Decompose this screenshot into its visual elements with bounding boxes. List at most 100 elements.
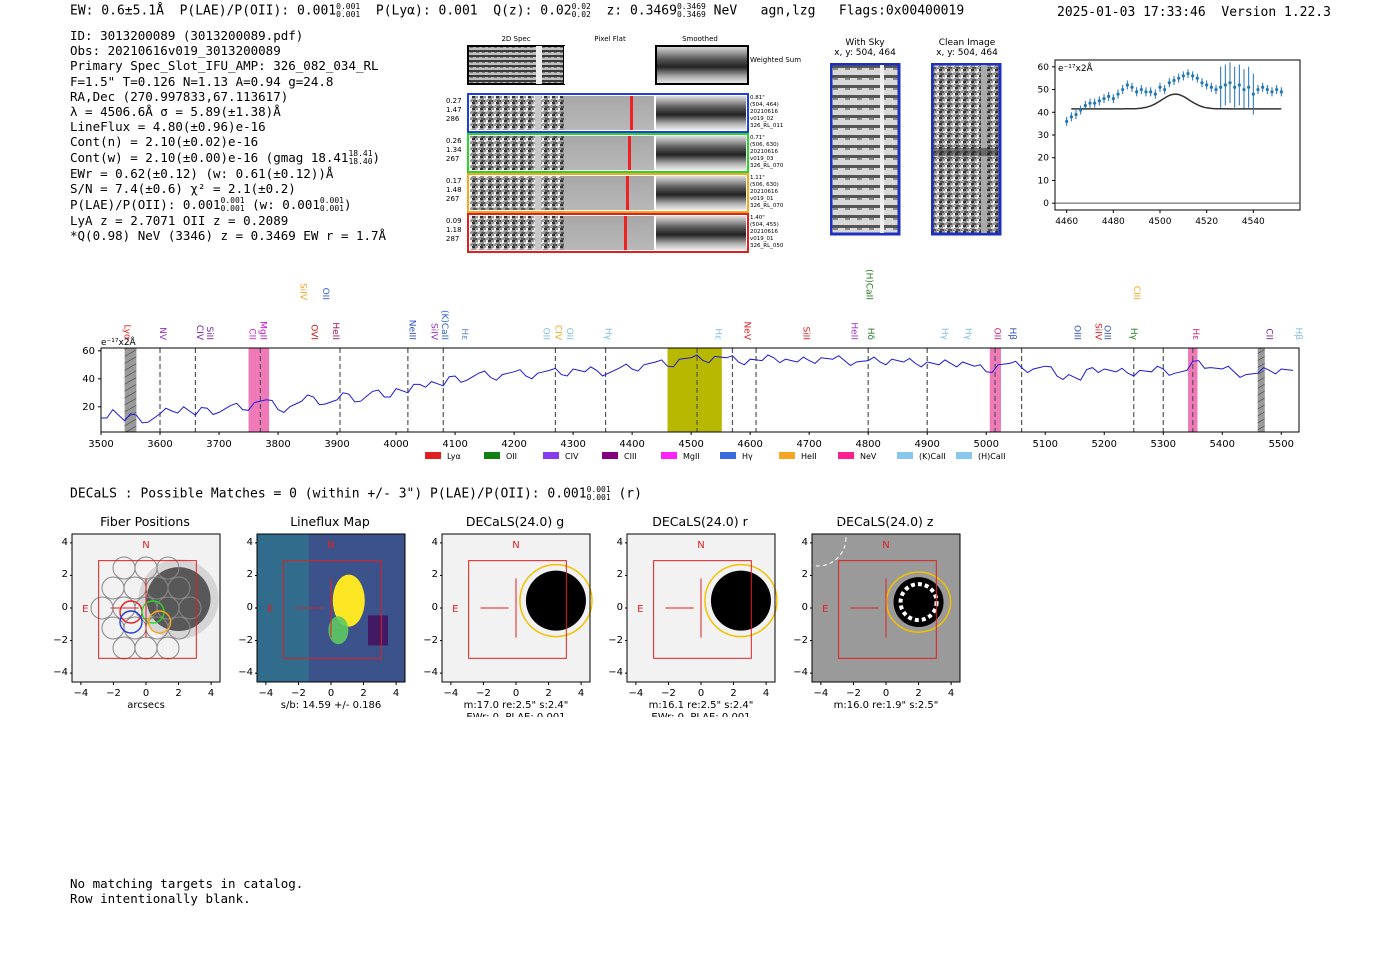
info-contw: Cont(w) = 2.10(±0.00)e-16 (gmag 18.4118.… (70, 149, 381, 167)
cutout-smooth-3 (656, 216, 746, 250)
zoom-unit-label: e⁻¹⁷x2Å (1058, 62, 1094, 74)
cutout-right-label-3-0: 1.40" (750, 215, 765, 221)
spectrum-line-label-4: CII (247, 328, 257, 340)
panel-2: DECaLS(24.0) g N E −4 −2 0 2 4 m:17.0 re:2.5" s:… (423, 512, 610, 723)
panel-east-0: E (82, 604, 88, 615)
zoom-fit-curve (1071, 93, 1282, 110)
cutout-col-title-smoothed: Smoothed (682, 35, 718, 43)
spectrum-line-label-26: OII (991, 328, 1001, 340)
fiber-highlight-2 (147, 610, 172, 634)
panel-ytick-0-4: −4 (53, 667, 68, 679)
legend-swatch-8 (897, 452, 913, 459)
cutout-smooth-0 (656, 96, 746, 130)
legend-swatch-0 (425, 452, 441, 459)
cutout-left-label-1-0: 0.26 (446, 137, 462, 145)
info-primary: Primary Spec_Slot_IFU_AMP: 326_082_034_R… (70, 58, 379, 74)
spectrum-line-label-23: Hδ (865, 328, 875, 341)
info-contn: Cont(n) = 2.10(±0.02)e-16 (70, 134, 259, 150)
panel-box-4 (838, 560, 937, 659)
legend-label-7: NeV (860, 452, 877, 461)
zoom-ytick-30: 30 (1038, 131, 1050, 141)
spectrum-xtick-4700: 4700 (796, 439, 821, 450)
cutout-right-label-3-2: 20210616 (750, 229, 778, 235)
zoom-point-21 (1163, 87, 1167, 92)
cutout-flat-2 (564, 176, 654, 210)
cutout-flat-marker-1 (628, 136, 631, 170)
spectrum-line-label-19: NeV (741, 322, 751, 341)
panel-box-3 (653, 560, 752, 659)
zoom-point-15 (1135, 90, 1139, 94)
zoom-point-33 (1219, 85, 1223, 89)
cutout-right-label-0-3: v019_02 (750, 116, 774, 122)
zoom-point-40 (1251, 92, 1255, 96)
spectrum-line-label-27: Hβ (1007, 327, 1017, 340)
spectrum-line-label-9: HeII (330, 322, 340, 340)
panel-ytick-3-4: −4 (608, 667, 623, 679)
header-tags: agn,lzg (760, 3, 816, 19)
cutout-row-frame-3 (467, 213, 749, 253)
legend-label-2: CIV (565, 452, 579, 461)
zoom-point-18 (1149, 90, 1153, 94)
spectrum-xtick-4100: 4100 (442, 439, 467, 450)
info-fibers: F=1.5" T=0.126 N=1.13 A=0.94 g=24.8 (70, 73, 334, 89)
spectrum-line-label-13: Hε (459, 328, 469, 340)
legend-label-5: Hγ (742, 452, 753, 461)
header-flags: Flags:0x00400019 (838, 3, 965, 19)
header-plya: P(Lyα): 0.001 (375, 3, 478, 19)
spectrum-line-label-5: MgII (257, 321, 267, 340)
panel-caption2-2: EWr: 0, PLAE: 0.001 (466, 712, 565, 717)
panel-title-3: DECaLS(24.0) r (652, 514, 748, 529)
legend-label-0: Lyα (447, 452, 461, 461)
panel-svg-2: DECaLS(24.0) g N E −4 −2 0 2 4 m:17.0 re:2.5" s:… (439, 514, 593, 723)
decals-summary: DECaLS : Possible Matches = 0 (within +/… (70, 485, 642, 502)
panel-title-4: DECaLS(24.0) z (837, 514, 934, 529)
legend-label-6: HeII (801, 452, 817, 461)
spectrum-xtick-3500: 3500 (88, 439, 113, 450)
panel-xtick-2-4: 4 (578, 688, 584, 699)
panel-caption1-4: m:16.0 re:1.9" s:2.5" (834, 700, 939, 711)
panel-ytick-2-2: 0 (431, 602, 438, 613)
catalog-note-line1: No matching targets in catalog. (70, 876, 304, 891)
zoom-point-2 (1074, 112, 1078, 117)
zoom-point-5 (1088, 101, 1092, 105)
panel-xtick-4-1: −2 (846, 688, 861, 699)
zoom-point-35 (1228, 81, 1232, 85)
zoom-ytick-10: 10 (1038, 176, 1050, 186)
panel-xtick-4-2: 0 (883, 688, 889, 699)
panel-caption1-1: s/b: 14.59 +/- 0.186 (281, 700, 381, 711)
panel-xtick-0-3: 2 (175, 688, 181, 699)
zoom-point-42 (1261, 85, 1265, 89)
cutout-left-label-2-1: 1.48 (446, 186, 462, 194)
spectrum-unit-label: e⁻¹⁷x2Å (101, 336, 137, 348)
legend-label-4: MgII (683, 452, 700, 461)
panel-xtick-3-4: 4 (763, 688, 769, 699)
detection-info: ID: 3013200089 (3013200089.pdf) Obs: 202… (70, 28, 386, 243)
spectrum-line-label-33: Hε (1190, 328, 1200, 340)
panel-east-4: E (822, 604, 828, 615)
panel-xtick-2-2: 0 (513, 688, 519, 699)
summary-header: EW: 0.6±5.1Å P(LAE)/P(OII): 0.0010.001 0.… (70, 2, 965, 19)
panel-title-0: Fiber Positions (100, 514, 190, 529)
legend-swatch-4 (661, 452, 677, 459)
spectrum-line-label-24: Hγ (939, 328, 949, 341)
zoom-axes (1054, 59, 1301, 211)
zoom-point-16 (1139, 87, 1143, 92)
legend-label-9: (H)CaII (978, 452, 1005, 461)
zoom-point-1 (1069, 115, 1073, 119)
cutout-left-label-3-2: 287 (446, 235, 459, 243)
cutout-right-label-2-2: 20210616 (750, 189, 778, 195)
cutout-flat-marker-3 (624, 216, 627, 250)
cutout-right-label-1-2: 20210616 (750, 149, 778, 155)
panel-ytick-0-0: 4 (61, 536, 68, 548)
full-spectrum-chart: 20 40 60 3500 3600 3700 3800 3900 4000 4100 4200 43… (82, 270, 1303, 461)
zoom-point-13 (1125, 83, 1129, 87)
zoom-spectrum-chart: 0 10 20 30 40 50 60 4460 4480 4500 4520 4540 e⁻¹⁷x2Å (1038, 59, 1301, 227)
cutout-left-label-0-0: 0.27 (446, 97, 462, 105)
spectrum-xtick-3700: 3700 (206, 439, 231, 450)
panel-3: DECaLS(24.0) r N E −4 −2 0 2 4 m:16.1 re:2.5" s:… (608, 512, 795, 723)
zoom-point-14 (1130, 85, 1134, 89)
legend-label-8: (K)CaII (919, 452, 946, 461)
header-line: NeV (713, 3, 738, 19)
panel-ytick-4-1: 2 (801, 569, 808, 581)
spectrum-xtick-4400: 4400 (619, 439, 644, 450)
